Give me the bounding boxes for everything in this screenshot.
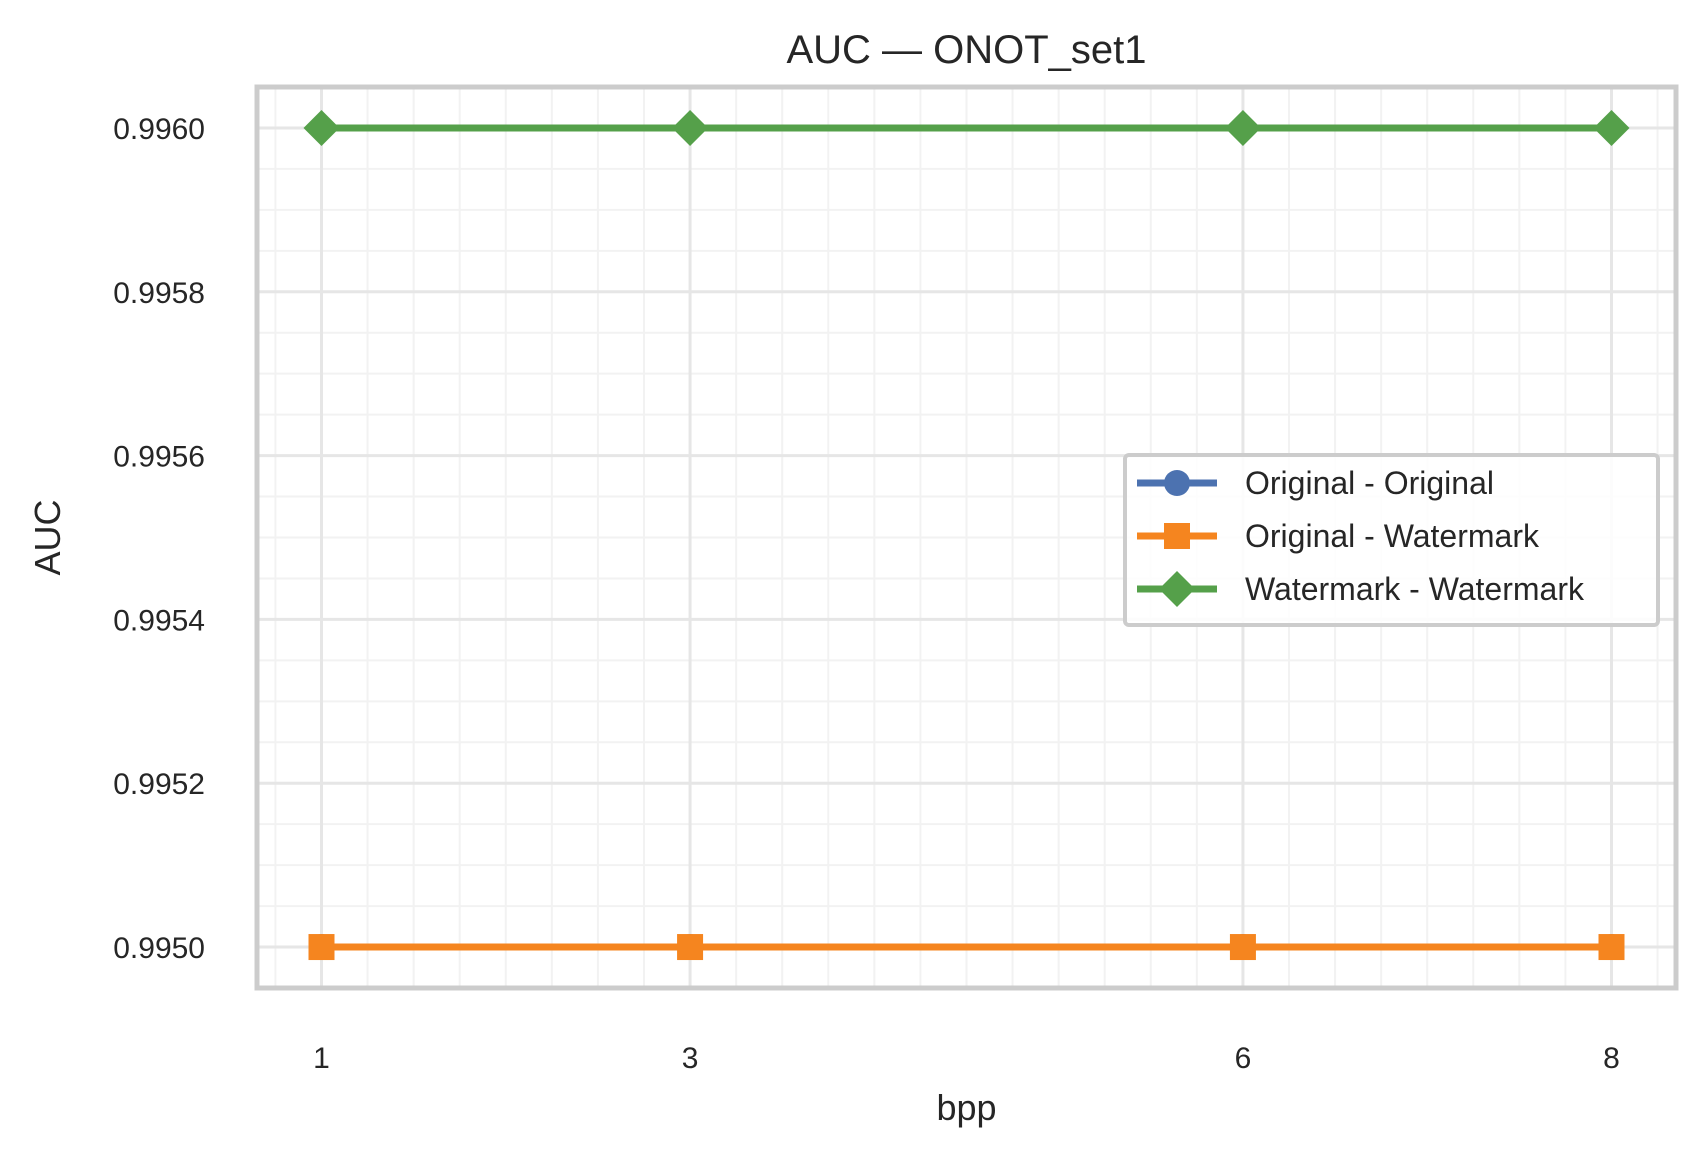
legend-label: Original - Watermark <box>1245 518 1540 554</box>
data-point-marker <box>672 109 709 146</box>
data-point-marker <box>303 109 340 146</box>
legend-marker <box>1164 523 1190 549</box>
chart-title: AUC — ONOT_set1 <box>786 28 1146 72</box>
x-tick-label: 3 <box>682 1042 699 1075</box>
y-tick-label: 0.9954 <box>113 604 205 637</box>
series-2 <box>308 934 1625 961</box>
y-tick-label: 0.9960 <box>113 113 205 146</box>
data-point-marker <box>1598 934 1625 961</box>
legend-marker <box>1164 470 1190 496</box>
series-layer <box>303 109 1630 961</box>
legend-entry: Watermark - Watermark <box>1137 571 1585 607</box>
tick-labels: 1 3 6 8 0.9950 0.9952 0.9954 0.9956 0.9958 0.9960 <box>113 113 1620 1075</box>
y-tick-label: 0.9952 <box>113 768 205 801</box>
x-tick-label: 8 <box>1603 1042 1620 1075</box>
legend-entry: Original - Watermark <box>1137 518 1540 554</box>
data-point-marker <box>1229 934 1256 961</box>
plot-frame <box>254 84 1679 991</box>
y-tick-label: 0.9958 <box>113 277 205 310</box>
y-tick-label: 0.9950 <box>113 932 205 965</box>
legend-box <box>1123 453 1660 627</box>
x-tick-label: 6 <box>1235 1042 1252 1075</box>
y-tick-label: 0.9956 <box>113 441 205 474</box>
legend: Original - Original Original - Watermark W… <box>1123 453 1660 627</box>
legend-label: Watermark - Watermark <box>1245 571 1585 607</box>
legend-label: Original - Original <box>1245 465 1494 501</box>
series-3 <box>303 109 1630 146</box>
x-tick-label: 1 <box>313 1042 330 1075</box>
data-point-marker <box>677 934 704 961</box>
legend-marker <box>1159 571 1195 607</box>
data-point-marker <box>308 934 335 961</box>
data-point-marker <box>1224 109 1261 146</box>
legend-entry: Original - Original <box>1137 465 1494 501</box>
x-axis-label: bpp <box>936 1087 996 1128</box>
y-axis-label: AUC <box>27 499 68 575</box>
data-point-marker <box>1593 109 1630 146</box>
